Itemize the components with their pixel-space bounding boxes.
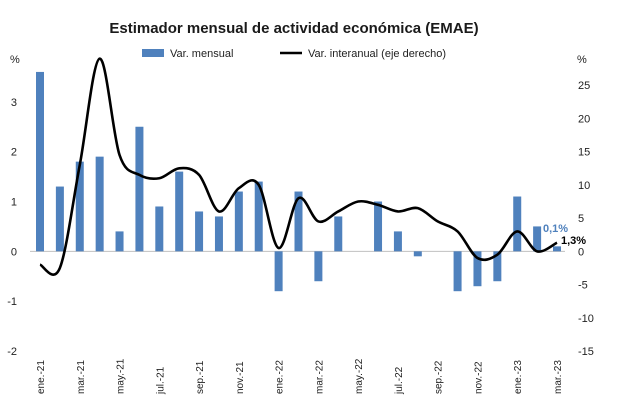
x-tick-label: mar.-23 xyxy=(553,360,564,394)
bar-dic.-21 xyxy=(254,181,263,252)
bar-sep.-21 xyxy=(195,211,204,252)
bar-mar.-22 xyxy=(314,251,323,282)
bar-abr.-22 xyxy=(334,216,343,252)
left-tick-label: -2 xyxy=(7,346,17,358)
bar-feb.-21 xyxy=(55,186,64,252)
bar-jun.-21 xyxy=(135,126,144,252)
x-tick-label: ene.-21 xyxy=(36,360,47,394)
right-tick-label: 15 xyxy=(578,147,590,159)
legend-label-bar: Var. mensual xyxy=(170,48,233,60)
bar-ago.-22 xyxy=(413,251,422,257)
bar-may.-21 xyxy=(115,231,124,252)
line-series-interanual xyxy=(39,57,558,276)
bar-oct.-22 xyxy=(453,251,462,292)
right-tick-label: 0 xyxy=(578,246,584,258)
legend: Var. mensual Var. interanual (eje derech… xyxy=(142,48,446,60)
left-axis-unit: % xyxy=(10,54,20,66)
bar-ene.-21 xyxy=(36,71,44,252)
x-tick-label: may.-21 xyxy=(116,358,127,394)
right-axis-unit: % xyxy=(577,54,587,66)
right-tick-label: -15 xyxy=(578,346,594,358)
x-tick-label: nov.-22 xyxy=(473,361,484,394)
x-tick-label: ene.-23 xyxy=(513,360,524,394)
left-axis-ticks: -2 -1 0 1 2 3 xyxy=(7,97,17,358)
bar-mar.-23 xyxy=(553,246,561,252)
left-tick-label: 2 xyxy=(11,147,17,159)
bar-ene.-23 xyxy=(513,196,522,252)
chart-title: Estimador mensual de actividad económica… xyxy=(109,20,478,37)
legend-label-line: Var. interanual (eje derecho) xyxy=(308,48,446,60)
bar-feb.-22 xyxy=(294,191,303,252)
x-tick-label: jul.-21 xyxy=(155,366,166,395)
left-tick-label: 0 xyxy=(11,246,17,258)
right-tick-label: 25 xyxy=(578,80,590,92)
bar-jul.-21 xyxy=(155,206,164,252)
x-tick-label: nov.-21 xyxy=(235,361,246,394)
right-axis-ticks: -15 -10 -5 0 5 10 15 20 25 xyxy=(578,80,594,358)
annotation-last-monthly: 0,1% xyxy=(543,223,568,235)
bar-jun.-22 xyxy=(374,201,383,252)
bar-mar.-21 xyxy=(75,161,84,252)
left-tick-label: 1 xyxy=(11,197,17,209)
bars-series xyxy=(36,71,561,292)
bar-jul.-22 xyxy=(393,231,402,252)
annotation-last-annual: 1,3% xyxy=(561,235,586,247)
bar-ago.-21 xyxy=(175,171,184,252)
legend-swatch-bar xyxy=(142,49,164,57)
right-tick-label: -10 xyxy=(578,313,594,325)
right-tick-label: 5 xyxy=(578,213,584,225)
bar-dic.-22 xyxy=(493,251,502,282)
bar-nov.-22 xyxy=(473,251,482,287)
bar-feb.-23 xyxy=(533,226,542,252)
right-tick-label: -5 xyxy=(578,280,588,292)
x-tick-label: sep.-21 xyxy=(195,360,206,394)
bar-oct.-21 xyxy=(214,216,223,252)
x-axis-ticks: ene.-21 mar.-21 may.-21 jul.-21 sep.-21 nov.-… xyxy=(36,358,564,395)
right-tick-label: 10 xyxy=(578,180,590,192)
left-tick-label: 3 xyxy=(11,97,17,109)
bar-ene.-22 xyxy=(274,251,283,292)
x-tick-label: sep.-22 xyxy=(434,360,445,394)
x-tick-label: jul.-22 xyxy=(394,366,405,395)
x-tick-label: ene.-22 xyxy=(275,360,286,394)
x-tick-label: mar.-21 xyxy=(76,360,87,394)
x-tick-label: mar.-22 xyxy=(314,360,325,394)
x-tick-label: may.-22 xyxy=(354,358,365,394)
left-tick-label: -1 xyxy=(7,296,17,308)
right-tick-label: 20 xyxy=(578,113,590,125)
bar-nov.-21 xyxy=(234,191,243,252)
bar-abr.-21 xyxy=(95,156,104,252)
